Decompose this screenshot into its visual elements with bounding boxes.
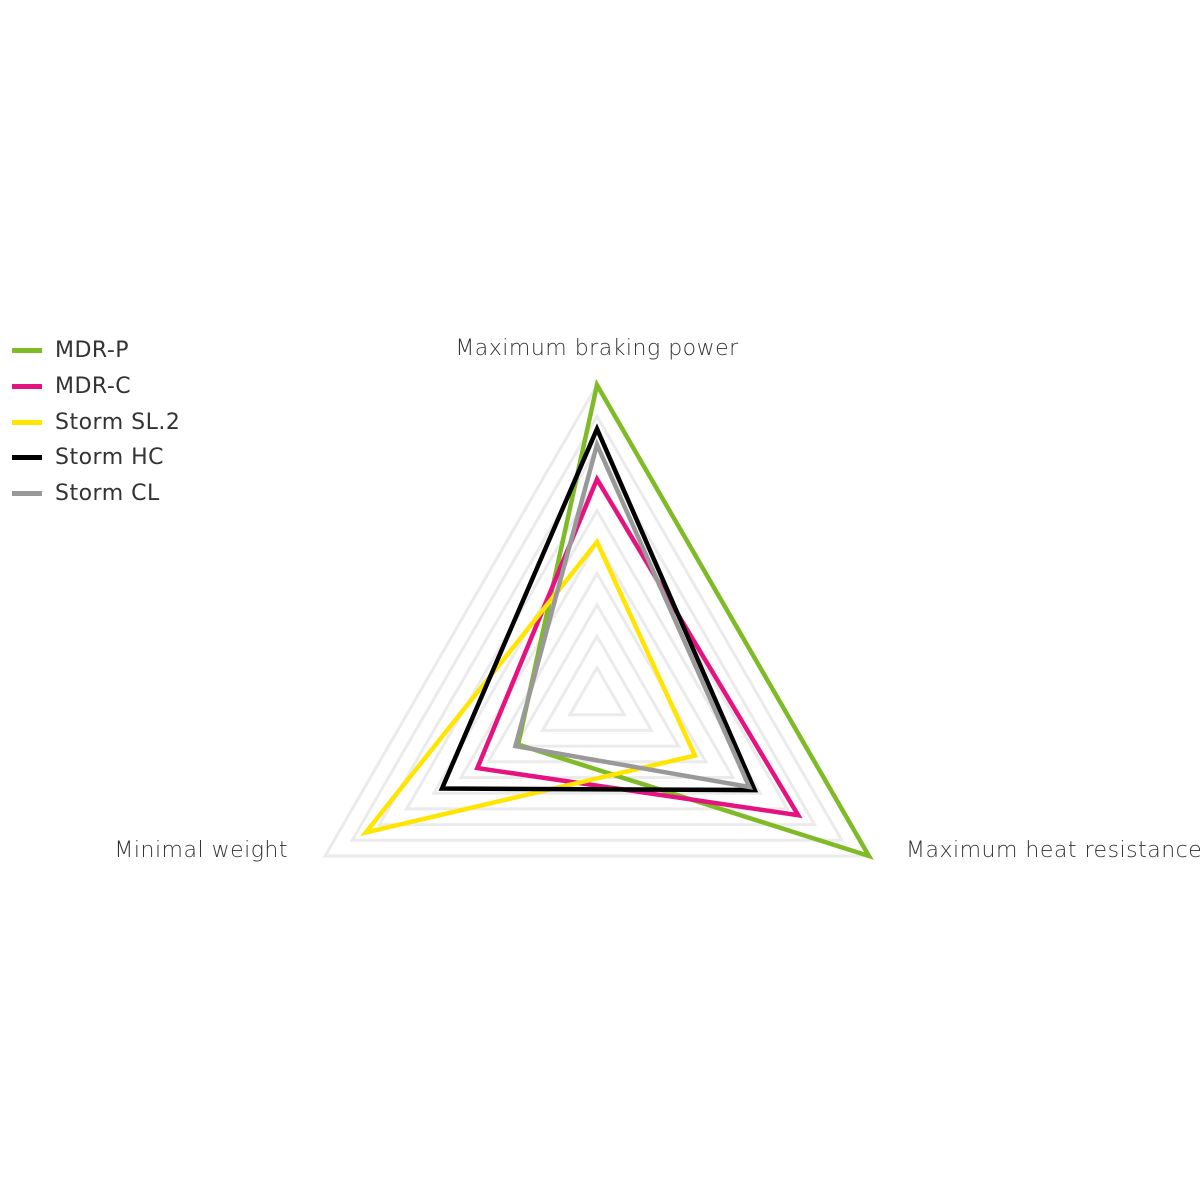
grid-ring xyxy=(349,413,845,842)
legend-label: Storm HC xyxy=(55,445,165,471)
series-storm-hc xyxy=(438,423,759,793)
legend-swatch xyxy=(12,491,42,497)
axis-label-weight: Minimal weight xyxy=(114,838,288,863)
legend-swatch xyxy=(12,419,42,425)
grid-ring xyxy=(567,664,627,717)
legend-label: Storm CL xyxy=(55,481,160,507)
legend-swatch xyxy=(12,348,42,354)
grid-ring xyxy=(512,601,682,748)
grid-ring xyxy=(540,633,654,732)
axis-label-braking: Maximum braking power xyxy=(455,336,739,361)
legend-item-mdr-c: MDR-C xyxy=(12,369,180,405)
legend-swatch xyxy=(12,384,42,390)
axis-label-heat: Maximum heat resistance xyxy=(906,838,1200,863)
radar-series xyxy=(360,378,874,860)
grid-ring xyxy=(376,444,818,827)
legend-swatch xyxy=(12,455,42,461)
legend-item-storm-cl: Storm CL xyxy=(12,476,180,512)
legend-item-mdr-p: MDR-P xyxy=(12,333,180,369)
series-storm-cl xyxy=(512,437,754,790)
legend-label: MDR-C xyxy=(55,374,132,400)
legend: MDR-P MDR-C Storm SL.2 Storm HC Storm CL xyxy=(12,333,180,511)
legend-item-storm-hc: Storm HC xyxy=(12,440,180,476)
grid-ring xyxy=(431,507,763,795)
series-storm-sl-2 xyxy=(360,537,699,837)
legend-label: Storm SL.2 xyxy=(55,409,181,435)
legend-item-storm-sl2: Storm SL.2 xyxy=(12,404,180,440)
legend-label: MDR-P xyxy=(55,338,130,364)
